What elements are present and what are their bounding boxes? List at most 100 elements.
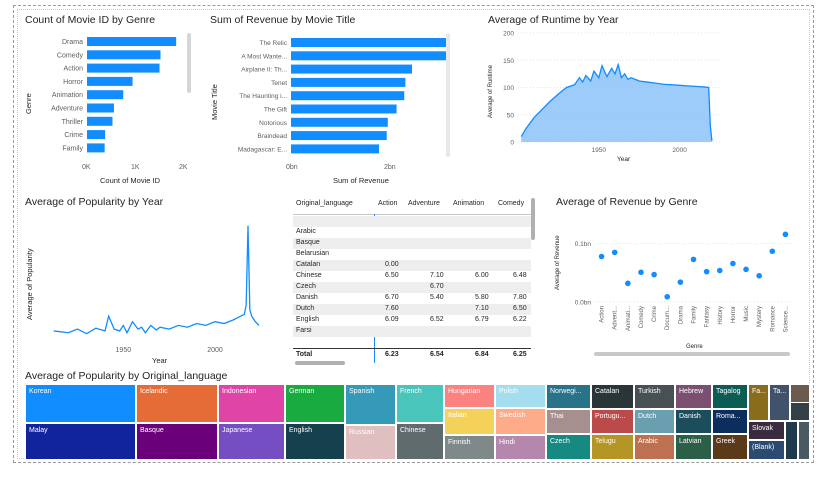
header-action[interactable]: Action	[378, 200, 398, 207]
bar-movie-3[interactable]	[291, 77, 406, 87]
point-6[interactable]	[677, 279, 684, 285]
point-12[interactable]	[756, 272, 762, 279]
treemap-tile-tagalog[interactable]: Tagalog	[712, 384, 748, 409]
bar-movie-0[interactable]	[291, 38, 449, 47]
treemap-tile-english[interactable]: English	[285, 423, 345, 460]
treemap-tile-indonesian[interactable]: Indonesian	[218, 384, 285, 423]
treemap-tile-polish[interactable]: Polish	[495, 384, 546, 408]
header-animation[interactable]: Animation	[453, 200, 485, 207]
header-original-language[interactable]: Original_language	[296, 200, 353, 207]
bar-adventure[interactable]	[87, 103, 114, 113]
table-horizontal-scrollbar[interactable]	[295, 361, 345, 365]
header-adventure[interactable]: Adventure	[408, 200, 440, 207]
table-row[interactable]	[293, 216, 531, 227]
x-tick-genre: Crime	[652, 305, 658, 322]
treemap-tile-roma[interactable]: Roma...	[712, 409, 748, 434]
treemap-tile-swedish[interactable]: Swedish	[495, 408, 546, 435]
treemap-tile-norwegi[interactable]: Norwegi...	[546, 384, 591, 409]
table-row[interactable]: Dutch 7.60 7.10 6.50	[293, 304, 531, 315]
treemap-tile-hebrew[interactable]: Hebrew	[675, 384, 712, 409]
table-row[interactable]: Basque	[293, 238, 531, 249]
bar-movie-7[interactable]	[291, 131, 387, 141]
table-row[interactable]: English 6.09 6.52 6.79 6.22	[293, 315, 531, 326]
treemap-tile-dutch[interactable]: Dutch	[634, 409, 675, 434]
bar-family[interactable]	[87, 143, 105, 153]
treemap-tile-russian[interactable]: Russian	[345, 425, 396, 460]
treemap-tile-unlabeled[interactable]	[785, 421, 798, 460]
point-11[interactable]	[743, 266, 749, 273]
scatter-horizontal-scrollbar[interactable]	[594, 352, 790, 356]
treemap-tile-korean[interactable]: Korean	[25, 384, 136, 423]
point-7[interactable]	[690, 256, 697, 263]
treemap-tile-fa[interactable]: Fa...	[748, 384, 769, 421]
bar-thriller[interactable]	[87, 116, 113, 126]
table-row[interactable]: Belarusian	[293, 249, 531, 260]
table-row[interactable]: Arabic	[293, 227, 531, 238]
treemap-tile-arabic[interactable]: Arabic	[634, 434, 675, 460]
treemap-tile-german[interactable]: German	[285, 384, 345, 423]
bar-horror[interactable]	[87, 76, 133, 86]
treemap-tile-italian[interactable]: Italian	[444, 408, 495, 435]
point-10[interactable]	[730, 260, 736, 267]
row-language: Arabic	[296, 228, 316, 235]
bar-crime[interactable]	[87, 130, 106, 140]
table-row[interactable]: Farsi	[293, 326, 531, 337]
point-2[interactable]	[625, 280, 631, 287]
treemap-tile-chinese[interactable]: Chinese	[396, 423, 444, 460]
point-0[interactable]	[598, 253, 605, 260]
bar-movie-4[interactable]	[291, 91, 405, 101]
treemap-tile-thai[interactable]: Thai	[546, 409, 591, 434]
treemap-tile-icelandic[interactable]: Icelandic	[136, 384, 218, 423]
treemap-tile-hindi[interactable]: Hindi	[495, 435, 546, 460]
bar-drama[interactable]	[87, 37, 177, 46]
table-row[interactable]: Catalan 0.00	[293, 260, 531, 271]
point-13[interactable]	[769, 248, 776, 255]
treemap-tile-danish[interactable]: Danish	[675, 409, 712, 434]
treemap-tile-unlabeled[interactable]	[798, 421, 810, 460]
table-row[interactable]: Chinese 6.50 7.10 6.00 6.48	[293, 271, 531, 282]
scrollbar-revenue-title[interactable]	[446, 33, 450, 157]
point-14[interactable]	[782, 231, 789, 238]
row-language: Farsi	[296, 327, 312, 334]
treemap-tile-hungarian[interactable]: Hungarian	[444, 384, 495, 408]
treemap-tile-blank[interactable]: (Blank)	[748, 440, 785, 460]
table-row[interactable]: Czech 6.70	[293, 282, 531, 293]
treemap-tile-ta[interactable]: Ta...	[769, 384, 790, 421]
treemap-tile-telugu[interactable]: Telugu	[591, 434, 634, 460]
treemap-tile-spanish[interactable]: Spanish	[345, 384, 396, 425]
treemap-tile-japanese[interactable]: Japanese	[218, 423, 285, 460]
table-row[interactable]: Danish 6.70 5.40 5.80 7.80	[293, 293, 531, 304]
treemap-tile-greek[interactable]: Greek	[712, 434, 748, 460]
bar-action[interactable]	[87, 63, 160, 73]
treemap-tile-unlabeled[interactable]	[790, 402, 810, 421]
scrollbar-genre-count[interactable]	[187, 33, 191, 93]
treemap-tile-basque[interactable]: Basque	[136, 423, 218, 460]
bar-movie-8[interactable]	[291, 144, 379, 154]
treemap-tile-slovak[interactable]: Slovak	[748, 421, 785, 440]
treemap-tile-malay[interactable]: Malay	[25, 423, 136, 460]
bar-comedy[interactable]	[87, 50, 161, 60]
treemap-tile-portugu[interactable]: Portugu...	[591, 409, 634, 434]
chart-title-treemap: Average of Popularity by Original_langua…	[25, 370, 228, 382]
point-5[interactable]	[664, 293, 671, 300]
bar-movie-6[interactable]	[291, 117, 388, 127]
treemap-tile-turkish[interactable]: Turkish	[634, 384, 675, 409]
point-3[interactable]	[638, 269, 644, 276]
bar-animation[interactable]	[87, 90, 124, 100]
point-1[interactable]	[611, 249, 618, 256]
treemap-tile-czech[interactable]: Czech	[546, 434, 591, 460]
header-comedy[interactable]: Comedy	[498, 200, 525, 207]
axis-title-avg-revenue: Average of Revenue	[555, 235, 561, 290]
treemap-tile-french[interactable]: French	[396, 384, 444, 423]
table-vertical-scrollbar[interactable]	[531, 198, 535, 240]
treemap-tile-latvian[interactable]: Latvian	[675, 434, 712, 460]
bar-movie-2[interactable]	[291, 64, 412, 74]
bar-movie-1[interactable]	[291, 51, 447, 61]
treemap-tile-finnish[interactable]: Finnish	[444, 435, 495, 460]
point-9[interactable]	[716, 267, 723, 274]
bar-movie-5[interactable]	[291, 104, 397, 114]
point-8[interactable]	[703, 268, 710, 275]
point-4[interactable]	[651, 271, 657, 278]
treemap-tile-catalan[interactable]: Catalan	[591, 384, 634, 409]
